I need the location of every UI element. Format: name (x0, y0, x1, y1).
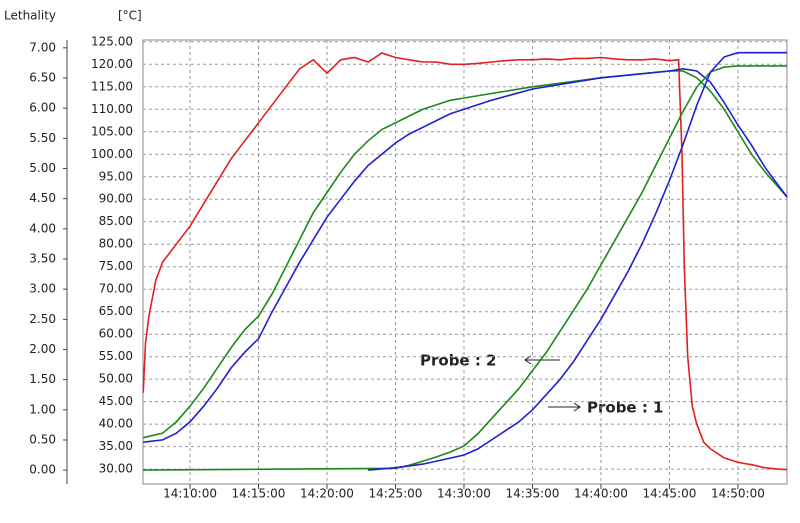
x-tick-label: 14:50:00 (711, 487, 765, 501)
y2-tick-label: 60.00 (99, 327, 133, 341)
y-tick-label: 1.50 (29, 372, 56, 386)
x-tick-label: 14:20:00 (300, 487, 354, 501)
y-tick-label: 6.00 (29, 101, 56, 115)
series-line (142, 52, 788, 471)
y-tick-label: 4.00 (29, 221, 56, 235)
y2-axis-label: [°C] (118, 9, 142, 23)
y-tick-label: 7.00 (29, 40, 56, 54)
y-tick-label: 0.00 (29, 463, 56, 477)
y-tick-label: 3.00 (29, 282, 56, 296)
x-tick-label: 14:45:00 (642, 487, 696, 501)
y2-tick-label: 65.00 (99, 304, 133, 318)
annotation-arrows (524, 355, 581, 412)
y-tick-label: 4.50 (29, 191, 56, 205)
y2-tick-label: 120.00 (91, 57, 133, 71)
x-tick-label: 14:35:00 (506, 487, 560, 501)
y2-tick-label: 45.00 (99, 394, 133, 408)
y2-tick-label: 30.00 (99, 462, 133, 476)
y2-tick-label: 75.00 (99, 259, 133, 273)
y-tick-label: 0.50 (29, 432, 56, 446)
y-tick-label: 5.00 (29, 161, 56, 175)
series-line (368, 51, 787, 471)
y2-tick-label: 50.00 (99, 372, 133, 386)
y2-tick-label: 100.00 (91, 147, 133, 161)
y2-tick-label: 90.00 (99, 192, 133, 206)
y-tick-label: 2.00 (29, 342, 56, 356)
y2-tick-label: 35.00 (99, 439, 133, 453)
annotation: Probe : 2 (420, 352, 497, 370)
y-axis-label: Lethality (4, 9, 56, 23)
series-line (143, 65, 787, 471)
x-tick-label: 14:10:00 (163, 487, 217, 501)
y2-tick-label: 125.00 (91, 34, 133, 48)
y2-tick-label: 105.00 (91, 124, 133, 138)
series-line (143, 67, 788, 443)
x-tick-label: 14:30:00 (437, 487, 491, 501)
y-tick-label: 5.50 (29, 131, 56, 145)
series-line (143, 70, 788, 439)
y-tick-label: 3.50 (29, 251, 56, 265)
y2-tick-label: 80.00 (99, 237, 133, 251)
y-tick-label: 6.50 (29, 71, 56, 85)
plot-area (142, 39, 788, 485)
annotation: Probe : 1 (587, 399, 664, 417)
x-tick-label: 14:40:00 (574, 487, 628, 501)
y2-tick-label: 40.00 (99, 417, 133, 431)
y-tick-label: 1.00 (29, 402, 56, 416)
y-tick-label: 2.50 (29, 312, 56, 326)
x-tick-label: 14:15:00 (232, 487, 286, 501)
y2-tick-label: 115.00 (91, 79, 133, 93)
x-tick-label: 14:25:00 (369, 487, 423, 501)
y2-tick-label: 70.00 (99, 282, 133, 296)
y2-tick-label: 110.00 (91, 102, 133, 116)
y2-tick-label: 55.00 (99, 349, 133, 363)
y2-tick-label: 95.00 (99, 169, 133, 183)
y2-tick-label: 85.00 (99, 214, 133, 228)
